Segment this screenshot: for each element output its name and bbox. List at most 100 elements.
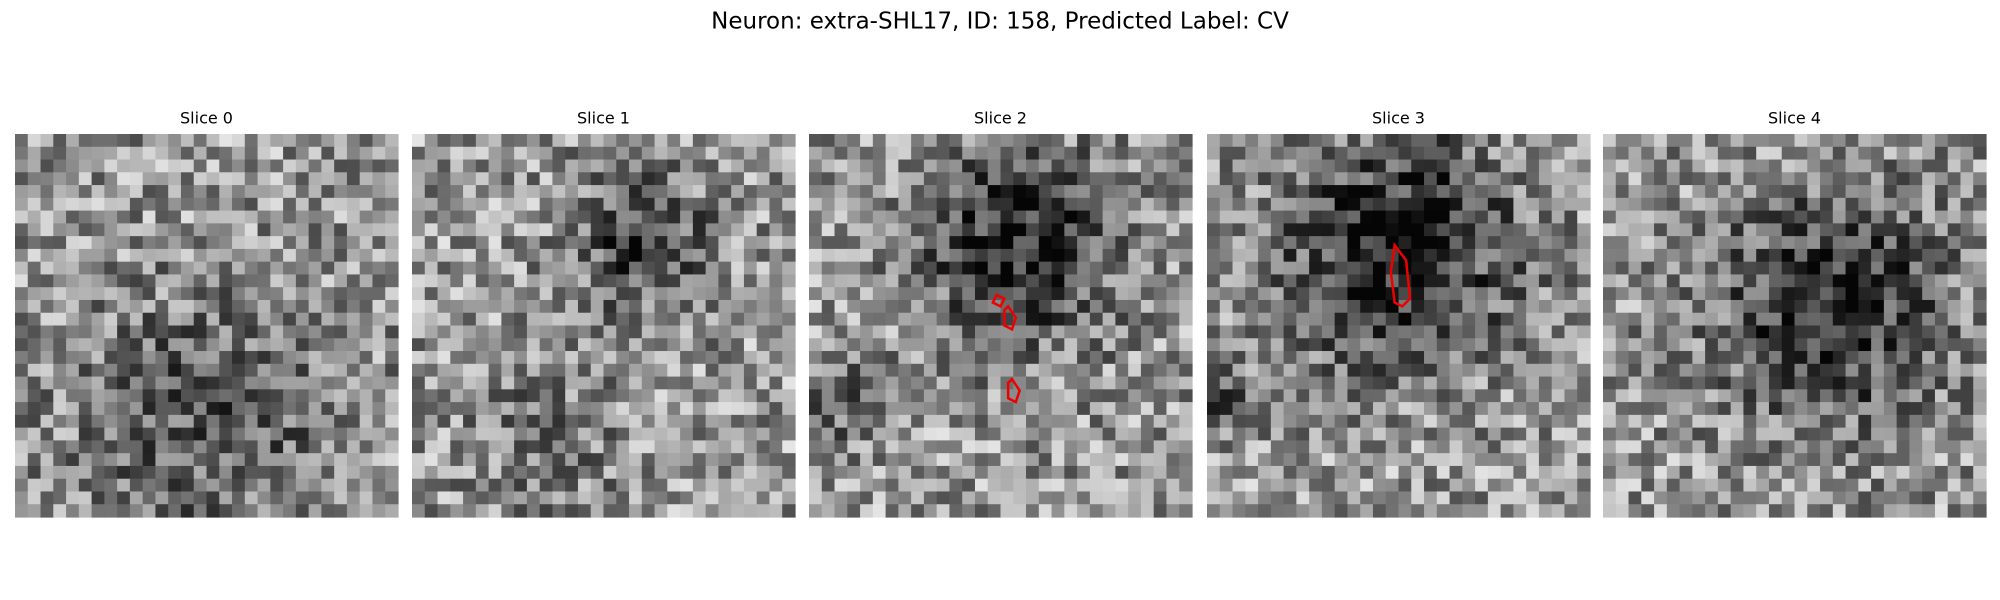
pixel: [180, 185, 195, 199]
pixel: [1296, 491, 1310, 505]
pixel: [1000, 134, 1014, 148]
pixel: [565, 491, 579, 505]
pixel: [667, 312, 681, 327]
pixel: [1526, 312, 1540, 327]
pixel: [809, 376, 823, 390]
pixel: [244, 440, 259, 454]
pixel: [219, 453, 233, 467]
pixel: [1500, 478, 1514, 493]
pixel: [936, 376, 951, 390]
pixel: [412, 402, 426, 416]
panel-title: Slice 0: [180, 109, 233, 128]
pixel: [66, 274, 80, 288]
pixel: [654, 504, 668, 518]
pixel: [1411, 274, 1425, 288]
pixel: [232, 504, 246, 518]
pixel: [1179, 236, 1193, 250]
pixel: [283, 223, 297, 237]
pixel: [1013, 465, 1027, 480]
pixel: [155, 159, 169, 173]
pixel: [1102, 491, 1116, 505]
pixel: [1089, 274, 1104, 288]
pixel: [1128, 146, 1142, 161]
pixel: [1064, 274, 1078, 288]
pixel: [104, 261, 118, 276]
pixel: [283, 465, 297, 480]
pixel: [1283, 389, 1297, 403]
pixel: [629, 389, 643, 403]
pixel: [756, 491, 771, 505]
pixel: [680, 491, 694, 505]
pixel: [847, 325, 861, 339]
pixel: [180, 338, 195, 352]
pixel: [142, 427, 157, 441]
pixel: [962, 465, 976, 480]
pixel: [142, 402, 157, 416]
pixel: [1462, 465, 1476, 480]
pixel: [15, 159, 29, 173]
pixel: [1296, 287, 1310, 301]
pixel: [1219, 376, 1234, 390]
pixel: [1232, 223, 1246, 237]
pixel: [1832, 299, 1847, 314]
pixel: [1232, 427, 1246, 441]
pixel: [193, 210, 208, 224]
pixel: [962, 210, 976, 224]
pixel: [501, 274, 515, 288]
pixel: [680, 248, 694, 263]
pixel: [1245, 465, 1259, 480]
pixel: [1513, 325, 1527, 339]
pixel: [27, 453, 42, 467]
pixel: [1102, 159, 1116, 173]
pixel: [78, 185, 93, 199]
pixel: [847, 363, 861, 378]
pixel: [1730, 478, 1745, 493]
pixel: [1153, 465, 1168, 480]
pixel: [731, 389, 745, 403]
pixel: [53, 287, 67, 301]
pixel: [1321, 440, 1336, 454]
pixel: [1947, 402, 1962, 416]
pixel: [1487, 376, 1502, 390]
pixel: [885, 465, 899, 480]
pixel: [219, 312, 233, 327]
pixel: [667, 325, 681, 339]
pixel: [1768, 236, 1783, 250]
pixel: [1000, 478, 1014, 493]
pixel: [193, 440, 208, 454]
pixel: [590, 414, 605, 429]
pixel: [1960, 210, 1974, 224]
pixel: [769, 325, 783, 339]
pixel: [1115, 274, 1129, 288]
pixel: [667, 453, 681, 467]
pixel: [526, 299, 541, 314]
pixel: [180, 363, 195, 378]
pixel: [1219, 351, 1234, 365]
pixel: [743, 414, 758, 429]
pixel: [308, 440, 322, 454]
pixel: [847, 440, 861, 454]
pixel: [270, 261, 284, 276]
pixel: [1717, 261, 1732, 276]
pixel: [193, 185, 208, 199]
pixel: [1768, 261, 1783, 276]
pixel: [155, 287, 169, 301]
pixel: [1179, 172, 1193, 186]
pixel: [1756, 287, 1770, 301]
pixel: [372, 185, 386, 199]
pixel: [321, 134, 335, 148]
pixel: [872, 185, 887, 199]
pixel: [1398, 402, 1412, 416]
pixel: [565, 185, 579, 199]
pixel: [1321, 414, 1336, 429]
pixel: [821, 453, 836, 467]
pixel: [1551, 146, 1566, 161]
pixel: [526, 236, 541, 250]
pixel: [962, 504, 976, 518]
pixel: [1309, 197, 1323, 212]
pixel: [731, 172, 745, 186]
pixel: [1717, 159, 1732, 173]
pixel: [1051, 159, 1065, 173]
pixel: [923, 440, 938, 454]
pixel: [1832, 363, 1847, 378]
